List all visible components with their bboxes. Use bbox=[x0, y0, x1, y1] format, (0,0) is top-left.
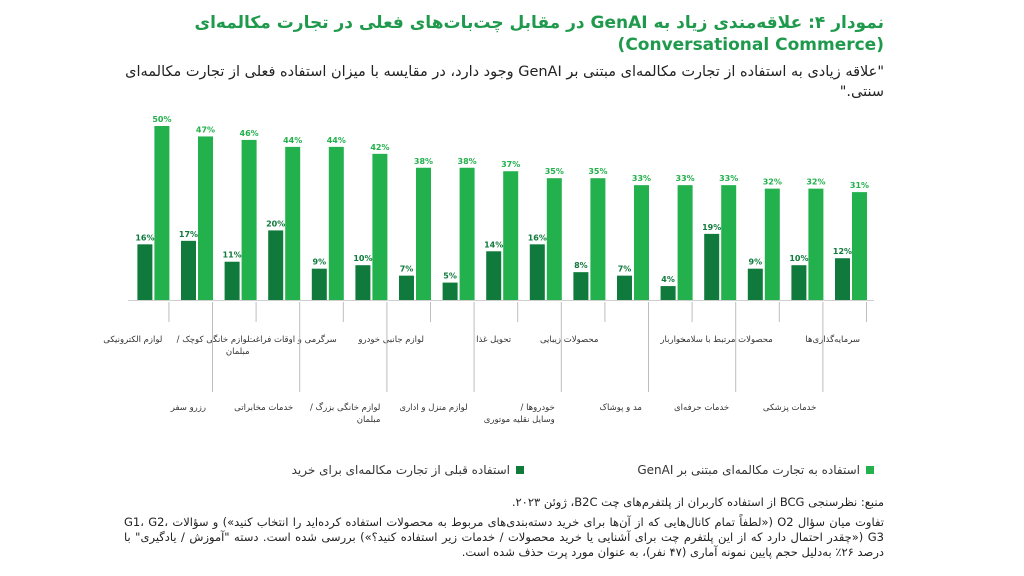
data-label-genai-1: 32% bbox=[806, 178, 825, 187]
data-label-genai-7: 35% bbox=[545, 167, 564, 176]
bar-previous-3 bbox=[704, 233, 720, 300]
bar-previous-11 bbox=[355, 265, 371, 300]
bar-previous-10 bbox=[399, 275, 414, 300]
data-label-genai-8: 37% bbox=[501, 160, 520, 169]
bar-genai-3 bbox=[721, 185, 737, 300]
data-label-genai-14: 46% bbox=[240, 129, 259, 138]
category-label-12: سرگرمی و اوقات فراغت bbox=[247, 334, 336, 345]
bar-genai-9 bbox=[459, 167, 475, 300]
category-label-11: لوازم خانگی بزرگ / مبلمان bbox=[310, 402, 380, 425]
bar-genai-0 bbox=[852, 192, 867, 300]
data-label-previous-1: 10% bbox=[789, 254, 808, 263]
data-label-genai-4: 33% bbox=[676, 174, 695, 183]
bar-genai-11 bbox=[372, 153, 388, 300]
bar-previous-8 bbox=[486, 251, 502, 300]
bar-genai-13 bbox=[285, 146, 301, 300]
bar-genai-15 bbox=[198, 136, 213, 300]
legend-label-genai: استفاده به تجارت مکالمه‌ای مبتنی بر GenA… bbox=[637, 463, 860, 477]
methodology-note: تفاوت میان سؤال O2 («لطفاً تمام کانال‌ها… bbox=[124, 515, 884, 559]
bar-genai-14 bbox=[241, 139, 257, 300]
data-label-genai-16: 50% bbox=[152, 115, 171, 124]
data-label-previous-7: 16% bbox=[528, 233, 547, 242]
category-label-5: مد و پوشاک bbox=[599, 403, 642, 413]
data-label-previous-13: 20% bbox=[266, 219, 285, 228]
data-label-genai-15: 47% bbox=[196, 125, 215, 134]
data-label-previous-8: 14% bbox=[484, 240, 503, 249]
bar-genai-6 bbox=[590, 178, 606, 300]
bar-previous-6 bbox=[573, 272, 589, 300]
category-label-8: تحویل غذا bbox=[476, 335, 512, 345]
category-label-3: خدمات حرفه‌ای bbox=[674, 403, 729, 413]
chart-legend: استفاده به تجارت مکالمه‌ای مبتنی بر GenA… bbox=[0, 463, 1024, 483]
data-label-previous-0: 12% bbox=[833, 247, 852, 256]
bar-genai-4 bbox=[677, 185, 693, 300]
data-label-previous-16: 16% bbox=[135, 233, 154, 242]
data-label-genai-9: 38% bbox=[458, 157, 477, 166]
category-label-14: لوازم خانگی کوچک / مبلمان bbox=[177, 334, 250, 357]
legend-swatch-previous bbox=[516, 466, 524, 474]
data-label-previous-14: 11% bbox=[223, 251, 242, 260]
data-label-previous-9: 5% bbox=[443, 272, 457, 281]
bar-previous-1 bbox=[791, 265, 807, 300]
bar-previous-9 bbox=[442, 282, 458, 300]
category-label-15: رزرو سفر bbox=[170, 403, 206, 413]
category-label-13: خدمات مخابراتی bbox=[234, 403, 293, 413]
bar-genai-1 bbox=[808, 188, 824, 300]
legend-item-genai: استفاده به تجارت مکالمه‌ای مبتنی بر GenA… bbox=[637, 463, 874, 477]
data-label-previous-5: 7% bbox=[618, 265, 632, 274]
data-label-genai-5: 33% bbox=[632, 174, 651, 183]
bar-previous-12 bbox=[311, 268, 327, 300]
category-label-2: محصولات مرتبط با سلامت bbox=[678, 335, 773, 345]
bar-genai-16 bbox=[154, 126, 170, 300]
legend-label-previous: استفاده قبلی از تجارت مکالمه‌ای برای خری… bbox=[291, 463, 510, 477]
data-label-genai-13: 44% bbox=[283, 136, 302, 145]
chart-title: نمودار ۴: علاقه‌مندی زیاد به GenAI در مق… bbox=[194, 13, 885, 55]
bar-previous-2 bbox=[747, 268, 763, 300]
data-label-genai-6: 35% bbox=[588, 167, 607, 176]
data-label-previous-11: 10% bbox=[353, 254, 372, 263]
data-label-genai-12: 44% bbox=[327, 136, 346, 145]
legend-item-previous: استفاده قبلی از تجارت مکالمه‌ای برای خری… bbox=[292, 463, 524, 477]
bar-previous-4 bbox=[660, 286, 676, 300]
data-label-previous-3: 19% bbox=[702, 223, 721, 232]
category-label-7: خودروها / وسایل نقلیه موتوری bbox=[484, 403, 555, 425]
bar-previous-13 bbox=[268, 230, 284, 300]
category-label-1: خدمات پزشکی bbox=[763, 403, 817, 413]
source-note: منبع: نظرسنجی BCG از استفاده کاربران از … bbox=[511, 495, 884, 509]
category-label-6: محصولات زیبایی bbox=[540, 335, 598, 345]
bar-previous-5 bbox=[617, 275, 632, 300]
bar-previous-0 bbox=[835, 258, 850, 300]
data-label-previous-2: 9% bbox=[749, 258, 763, 267]
chart-subtitle: "علاقه زیادی به استفاده از تجارت مکالمه‌… bbox=[125, 64, 884, 100]
category-label-9: لوازم منزل و اداری bbox=[399, 403, 467, 413]
category-label-4: خواربار bbox=[659, 335, 685, 345]
bar-chart: 31% 12% سرمایه‌گذاری‌ها 32% 10% خدمات پزشکی 32… bbox=[103, 115, 874, 425]
category-label-16: لوازم الکترونیکی bbox=[103, 335, 162, 345]
data-label-previous-6: 8% bbox=[574, 261, 588, 270]
bar-previous-14 bbox=[224, 261, 240, 300]
data-label-genai-0: 31% bbox=[850, 181, 869, 190]
bar-previous-16 bbox=[137, 244, 153, 300]
data-label-genai-3: 33% bbox=[719, 174, 738, 183]
bar-genai-8 bbox=[503, 171, 519, 300]
data-label-genai-2: 32% bbox=[763, 178, 782, 187]
bar-genai-10 bbox=[416, 167, 431, 300]
category-label-10: لوازم جانبی خودرو bbox=[357, 335, 424, 345]
data-label-previous-10: 7% bbox=[400, 265, 414, 274]
data-label-genai-10: 38% bbox=[414, 157, 433, 166]
legend-swatch-genai bbox=[866, 466, 874, 474]
data-label-previous-4: 4% bbox=[661, 275, 675, 284]
bar-genai-7 bbox=[546, 178, 562, 300]
bar-previous-7 bbox=[529, 244, 545, 300]
bar-genai-2 bbox=[764, 188, 780, 300]
bar-previous-15 bbox=[181, 240, 196, 300]
category-label-0: سرمایه‌گذاری‌ها bbox=[805, 334, 860, 345]
data-label-previous-12: 9% bbox=[313, 258, 327, 267]
bar-genai-12 bbox=[328, 146, 344, 300]
data-label-previous-15: 17% bbox=[179, 230, 198, 239]
bar-genai-5 bbox=[634, 185, 649, 300]
data-label-genai-11: 42% bbox=[370, 143, 389, 152]
